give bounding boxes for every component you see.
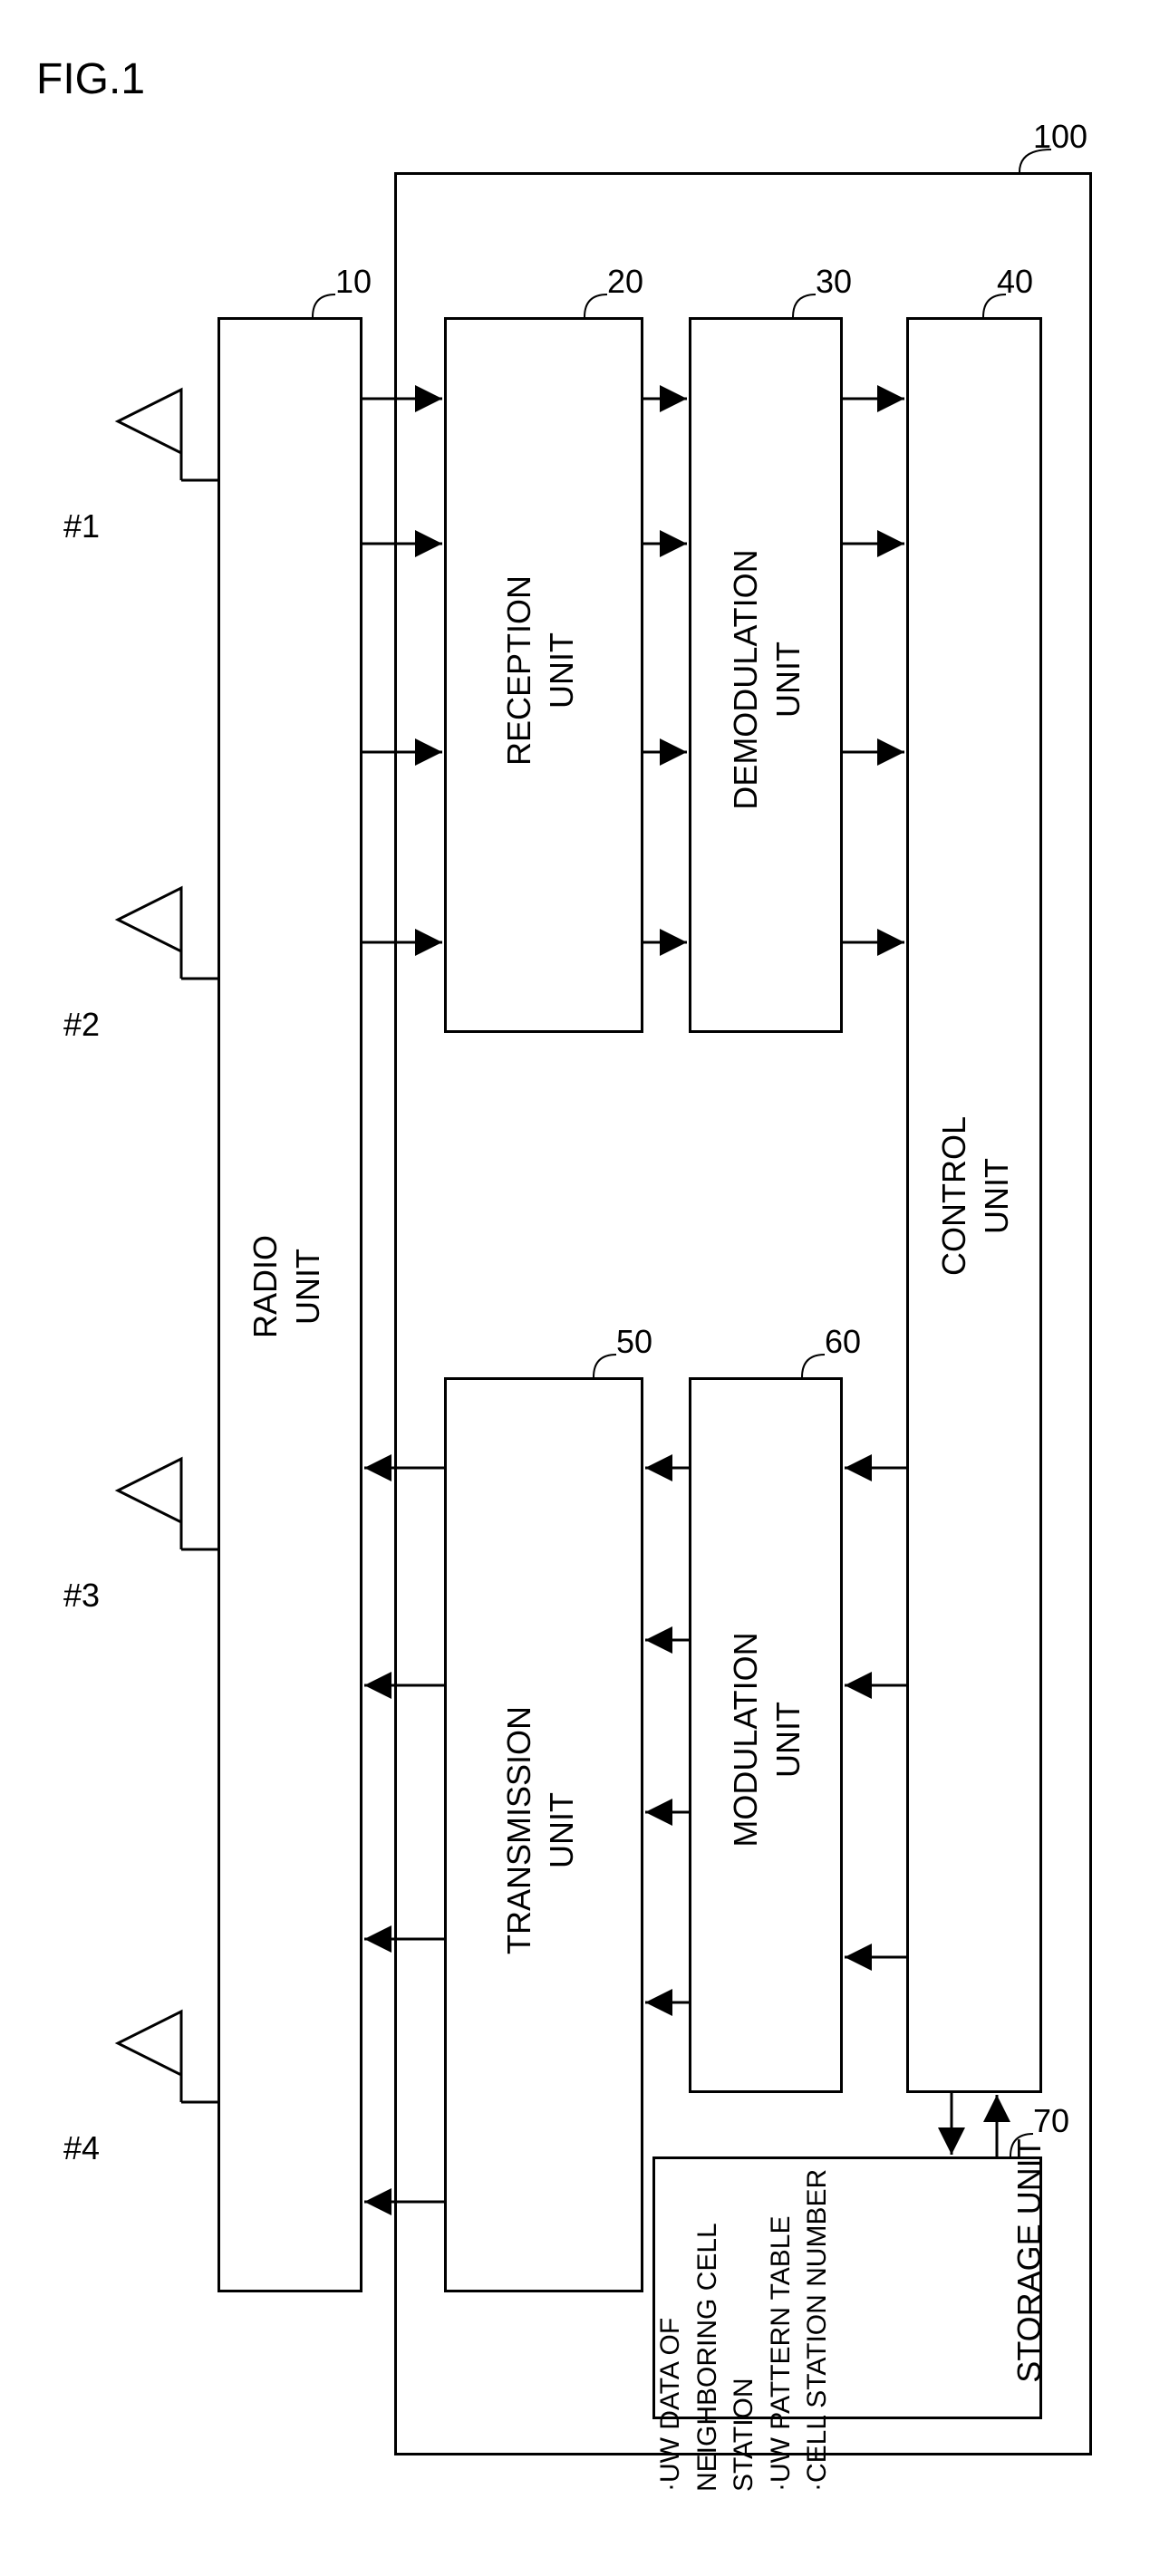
transmission-unit-num: 50 [616, 1323, 652, 1361]
control-unit-label: CONTROL UNIT [933, 1114, 1024, 1278]
modulation-unit-num: 60 [825, 1323, 861, 1361]
antenna-3 [91, 1450, 217, 1563]
radio-unit-label: RADIO UNIT [245, 1223, 335, 1350]
figure-label: FIG.1 [36, 54, 145, 104]
outer-num: 100 [1033, 118, 1087, 156]
storage-unit-title: STORAGE UNIT [1010, 2134, 1056, 2388]
transmission-unit-label: TRANSMISSION UNIT [498, 1703, 589, 1957]
diagram-container: FIG.1 #1 #2 #3 #4 [36, 36, 1114, 2540]
antenna-3-label: #3 [63, 1577, 100, 1615]
antenna-1-label: #1 [63, 507, 100, 545]
reception-unit-num: 20 [607, 263, 643, 301]
antenna-4-label: #4 [63, 2129, 100, 2167]
demodulation-unit-num: 30 [816, 263, 852, 301]
reception-unit-label: RECEPTION UNIT [498, 562, 589, 779]
radio-unit-num: 10 [335, 263, 372, 301]
antenna-2-label: #2 [63, 1006, 100, 1044]
storage-unit-num: 70 [1033, 2102, 1069, 2140]
antenna-1 [91, 381, 217, 494]
antenna-2 [91, 879, 217, 992]
demodulation-unit-label: DEMODULATION UNIT [725, 544, 816, 815]
antenna-4 [91, 2002, 217, 2116]
control-unit-num: 40 [997, 263, 1033, 301]
modulation-unit-label: MODULATION UNIT [725, 1631, 816, 1848]
storage-unit-items: ·UW DATA OF NEIGHBORING CELL STATION ·UW… [652, 2093, 834, 2492]
